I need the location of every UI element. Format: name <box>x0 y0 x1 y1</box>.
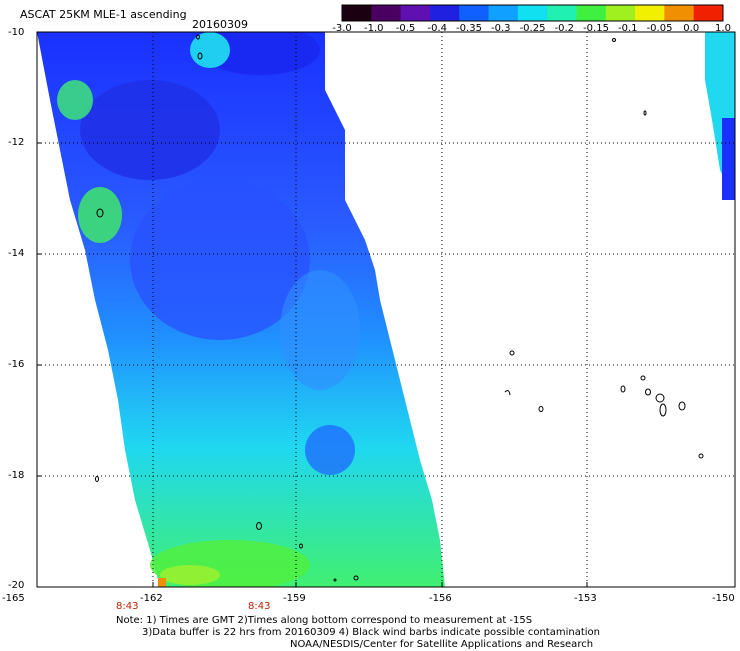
colorbar-label: -1.0 <box>363 23 384 34</box>
colorbar-label: -0.5 <box>395 23 416 34</box>
colorbar-segment <box>693 5 724 21</box>
swath-blob-yellow <box>160 565 220 585</box>
x-label-1: -162 <box>140 593 163 604</box>
time-label-2: 8:43 <box>248 601 271 612</box>
grid-lines <box>37 32 735 587</box>
colorbar-border <box>341 4 724 22</box>
map-date: 20160309 <box>192 18 248 31</box>
colorbar-label: -0.25 <box>519 23 546 34</box>
swath-blob-deep-blue <box>80 80 220 180</box>
colorbar-segment <box>488 5 519 21</box>
x-label-5: -150 <box>712 593 735 604</box>
note-line-1: Note: 1) Times are GMT 2)Times along bot… <box>116 615 533 626</box>
colorbar-label: -0.2 <box>554 23 575 34</box>
map-frame <box>36 31 736 588</box>
time-label-1: 8:43 <box>116 601 139 612</box>
colorbar-label: -0.15 <box>583 23 609 34</box>
colorbar <box>341 4 724 22</box>
swath-orange-pixel <box>158 578 166 587</box>
ticks <box>37 142 588 587</box>
colorbar-segment <box>576 5 607 21</box>
y-label-5: -20 <box>8 580 25 591</box>
colorbar-label: 1.0 <box>715 23 731 34</box>
y-label-1: -12 <box>8 137 25 148</box>
y-label-4: -18 <box>8 470 25 481</box>
colorbar-segment <box>517 5 548 21</box>
colorbar-segment <box>459 5 490 21</box>
note-line-3: NOAA/NESDIS/Center for Satellite Applica… <box>290 639 594 650</box>
swath-blob-bottom-blue <box>305 425 355 475</box>
x-label-4: -153 <box>574 593 597 604</box>
swath-blob-right-blue <box>280 270 360 390</box>
swath-edge-blue <box>722 118 735 200</box>
swath-blob-top-blue <box>200 32 320 75</box>
island-outlines <box>95 34 704 582</box>
y-label-3: -16 <box>8 359 25 370</box>
x-label-0: -165 <box>2 593 25 604</box>
colorbar-label: -0.05 <box>646 23 673 34</box>
y-label-0: -10 <box>8 27 25 38</box>
swath-blob-mid-blue <box>130 180 310 340</box>
x-label-3: -156 <box>429 593 452 604</box>
colorbar-segment <box>635 5 665 21</box>
swath-blob-cyan <box>190 32 230 68</box>
x-label-2: -159 <box>283 593 306 604</box>
colorbar-label: -0.35 <box>456 23 482 34</box>
colorbar-segment <box>400 5 431 21</box>
note-line-2: 3)Data buffer is 22 hrs from 20160309 4)… <box>142 627 600 638</box>
colorbar-segment <box>371 5 402 21</box>
colorbar-label: -0.4 <box>427 23 448 34</box>
colorbar-segment <box>342 5 372 21</box>
colorbar-segment <box>605 5 636 21</box>
y-label-2: -14 <box>8 248 25 259</box>
map-title: ASCAT 25KM MLE-1 ascending <box>20 8 187 21</box>
colorbar-label: 0.0 <box>683 23 700 34</box>
swath-blob-green-left2 <box>78 187 122 243</box>
colorbar-segment <box>429 5 460 21</box>
swath <box>37 32 445 587</box>
swath-blob-green-left <box>57 80 93 120</box>
colorbar-segment <box>547 5 577 21</box>
colorbar-label: -0.1 <box>617 23 638 34</box>
colorbar-segment <box>664 5 695 21</box>
colorbar-label: -0.3 <box>490 23 511 34</box>
colorbar-label: -3.0 <box>332 23 352 34</box>
